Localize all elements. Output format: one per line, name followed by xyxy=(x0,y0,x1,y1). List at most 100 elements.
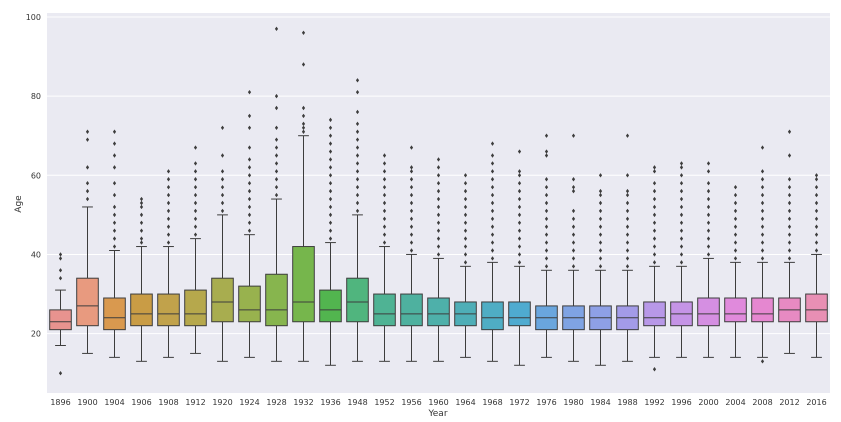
box-1968 xyxy=(481,141,504,362)
flier-1992-9 xyxy=(652,196,657,202)
flier-2012-4 xyxy=(787,224,792,229)
flier-1908-1 xyxy=(166,232,171,237)
x-tick-1976: 1976 xyxy=(536,398,556,407)
flier-1976-9 xyxy=(544,192,549,198)
flier-2016-3 xyxy=(814,224,819,229)
box-1904 xyxy=(103,129,126,358)
x-tick-2004: 2004 xyxy=(725,398,745,407)
flier-1906-7 xyxy=(139,196,144,202)
flier-1948-12 xyxy=(355,109,360,115)
flier-1964-6 xyxy=(463,212,468,218)
flier-1968-13 xyxy=(490,153,495,158)
box-1952 xyxy=(373,153,396,362)
flier-1896-3 xyxy=(58,256,63,261)
y-tick-20: 20 xyxy=(31,330,41,339)
flier-1956-5 xyxy=(409,208,414,214)
flier-1956-11 xyxy=(409,165,414,170)
box-body-1968 xyxy=(481,301,504,331)
flier-1924-6 xyxy=(247,181,252,186)
flier-1984-5 xyxy=(598,224,603,229)
flier-1984-8 xyxy=(598,200,603,206)
flier-1992-13 xyxy=(652,165,657,170)
flier-1968-14 xyxy=(490,141,495,146)
x-tick-1908: 1908 xyxy=(158,398,178,407)
flier-1976-3 xyxy=(544,240,549,245)
flier-1908-9 xyxy=(166,169,171,174)
flier-1992-3 xyxy=(652,244,657,249)
flier-2012-1 xyxy=(787,248,792,253)
box-2012 xyxy=(778,129,801,354)
flier-1968-2 xyxy=(490,240,495,245)
flier-1952-6 xyxy=(382,192,387,198)
flier-1960-8 xyxy=(436,188,441,194)
flier-1972-12 xyxy=(517,169,522,174)
flier-1972-2 xyxy=(517,244,522,249)
x-tick-1984: 1984 xyxy=(590,398,610,407)
flier-1904-2 xyxy=(112,228,117,233)
flier-1968-10 xyxy=(490,177,495,182)
flier-1988-7 xyxy=(625,208,630,214)
box-1972 xyxy=(508,149,531,366)
flier-2016-0 xyxy=(814,248,819,253)
flier-1920-6 xyxy=(220,153,225,158)
flier-2016-5 xyxy=(814,208,819,214)
flier-1896-1 xyxy=(58,276,63,281)
x-tick-1952: 1952 xyxy=(374,398,394,407)
flier-1904-0 xyxy=(112,244,117,249)
flier-1992-2 xyxy=(652,252,657,257)
flier-1972-6 xyxy=(517,212,522,218)
flier-1952-7 xyxy=(382,184,387,190)
flier-1928-9 xyxy=(274,105,279,111)
flier-1924-11 xyxy=(247,125,252,130)
flier-1928-11 xyxy=(274,26,279,32)
flier-1984-6 xyxy=(598,216,603,222)
flier-2012-9 xyxy=(787,184,792,190)
flier-1968-12 xyxy=(490,161,495,166)
flier-1960-4 xyxy=(436,220,441,225)
flier-1924-13 xyxy=(247,89,252,95)
flier-1928-1 xyxy=(274,184,279,190)
flier-2008-9 xyxy=(760,192,765,198)
y-tick-40: 40 xyxy=(31,250,41,259)
flier-1896-2 xyxy=(58,268,63,273)
x-tick-1896: 1896 xyxy=(50,398,70,407)
flier-1984-10 xyxy=(598,188,603,194)
flier-1932-6 xyxy=(301,30,306,35)
box-1980 xyxy=(562,133,585,362)
flier-2000-9 xyxy=(706,181,711,186)
box-1924 xyxy=(238,89,261,358)
box-body-1932 xyxy=(292,246,315,323)
flier-2000-4 xyxy=(706,220,711,225)
box-1932 xyxy=(292,30,315,362)
flier-1924-12 xyxy=(247,113,252,119)
y-tick-80: 80 xyxy=(31,92,41,101)
flier-1980-5 xyxy=(571,224,576,229)
flier-1960-7 xyxy=(436,196,441,202)
flier-1948-13 xyxy=(355,89,360,95)
flier-2004-0 xyxy=(733,256,738,261)
x-tick-1904: 1904 xyxy=(104,398,124,407)
flier-1948-9 xyxy=(355,137,360,142)
flier-2000-5 xyxy=(706,212,711,218)
box-body-2016 xyxy=(805,293,828,323)
flier-1992-12 xyxy=(652,169,657,174)
flier-1988-9 xyxy=(625,192,630,198)
flier-1912-7 xyxy=(193,177,198,182)
flier-1924-2 xyxy=(247,212,252,218)
flier-1928-4 xyxy=(274,161,279,166)
box-1896 xyxy=(49,252,72,376)
flier-1932-5 xyxy=(301,62,306,67)
flier-2004-8 xyxy=(733,192,738,198)
x-tick-1956: 1956 xyxy=(401,398,421,407)
flier-1972-8 xyxy=(517,196,522,202)
flier-2012-8 xyxy=(787,192,792,198)
x-tick-1996: 1996 xyxy=(671,398,691,407)
flier-1906-2 xyxy=(139,228,144,233)
flier-1984-0 xyxy=(598,264,603,269)
flier-2008-13 xyxy=(760,145,765,150)
box-body-1992 xyxy=(643,301,666,327)
flier-1928-2 xyxy=(274,177,279,182)
flier-1924-0 xyxy=(247,228,252,233)
flier-1976-10 xyxy=(544,184,549,190)
flier-1976-6 xyxy=(544,216,549,222)
